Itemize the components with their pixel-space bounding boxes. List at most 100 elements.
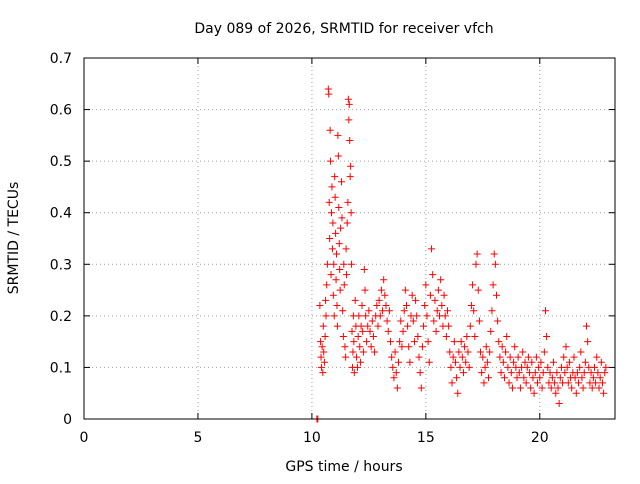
data-point <box>337 224 345 232</box>
data-point <box>342 245 350 253</box>
data-point <box>417 384 425 392</box>
data-point <box>412 296 420 304</box>
data-point <box>317 353 325 361</box>
data-point <box>487 327 495 335</box>
data-point <box>463 332 471 340</box>
data-point <box>365 307 373 315</box>
data-point <box>364 322 372 330</box>
data-point <box>457 338 465 346</box>
data-point <box>555 400 563 408</box>
data-point <box>600 389 608 397</box>
data-point <box>513 374 521 382</box>
data-point <box>508 384 516 392</box>
data-point <box>578 374 586 382</box>
data-point <box>341 343 349 351</box>
data-point <box>506 353 514 361</box>
data-point <box>573 369 581 377</box>
data-point <box>334 131 342 139</box>
x-tick-label: 5 <box>193 430 202 446</box>
data-point <box>430 317 438 325</box>
data-point <box>359 327 367 335</box>
data-point <box>401 286 409 294</box>
data-point <box>350 338 358 346</box>
data-point <box>589 374 597 382</box>
data-point <box>356 343 364 351</box>
x-tick-label: 0 <box>80 430 89 446</box>
data-point <box>331 193 339 201</box>
data-point <box>328 245 336 253</box>
data-point <box>345 100 353 108</box>
data-point <box>483 358 491 366</box>
chart-title: Day 089 of 2026, SRMTID for receiver vfc… <box>194 21 493 37</box>
data-point <box>327 209 335 217</box>
data-point <box>464 348 472 356</box>
data-point <box>344 95 352 103</box>
data-point <box>350 369 358 377</box>
data-point <box>532 353 540 361</box>
data-point <box>319 369 327 377</box>
data-point <box>404 322 412 330</box>
data-point <box>317 338 325 346</box>
data-point <box>335 204 343 212</box>
data-point <box>587 369 595 377</box>
data-point <box>442 332 450 340</box>
data-point <box>593 353 601 361</box>
data-point <box>394 358 402 366</box>
data-point <box>498 343 506 351</box>
data-point <box>496 353 504 361</box>
data-point <box>413 312 421 320</box>
data-point <box>504 363 512 371</box>
data-point <box>319 322 327 330</box>
data-point <box>356 358 364 366</box>
data-point <box>330 312 338 320</box>
data-point <box>561 369 569 377</box>
data-point <box>489 281 497 289</box>
data-point <box>323 260 331 268</box>
data-point <box>322 312 330 320</box>
data-point <box>596 374 604 382</box>
data-point <box>556 374 564 382</box>
data-point <box>329 219 337 227</box>
data-point <box>443 307 451 315</box>
data-point <box>338 178 346 186</box>
data-point <box>332 229 340 237</box>
data-point <box>516 384 524 392</box>
data-point <box>342 353 350 361</box>
data-point <box>329 291 337 299</box>
data-point <box>453 374 461 382</box>
y-tick-label: 0.5 <box>50 154 72 170</box>
data-point <box>469 281 477 289</box>
data-point <box>326 235 334 242</box>
data-point <box>445 322 453 330</box>
data-point <box>597 358 605 366</box>
data-point <box>387 338 395 346</box>
data-point <box>400 307 408 315</box>
data-point <box>316 302 324 310</box>
data-point <box>440 291 448 299</box>
x-tick-label: 10 <box>303 430 321 446</box>
data-point <box>402 302 410 310</box>
data-point <box>325 198 333 206</box>
data-point <box>535 363 543 371</box>
data-point <box>475 317 483 325</box>
data-point <box>449 353 457 361</box>
y-axis-label: SRMTID / TECUs <box>6 182 22 295</box>
data-point <box>388 353 396 361</box>
data-point <box>425 358 433 366</box>
data-point <box>482 343 490 351</box>
data-point <box>511 343 519 351</box>
data-point <box>544 363 552 371</box>
data-point <box>333 250 341 258</box>
data-point <box>522 379 530 387</box>
data-point <box>539 369 547 377</box>
data-point <box>334 152 342 160</box>
data-point <box>584 338 592 346</box>
data-point <box>490 250 498 258</box>
data-point <box>575 379 583 387</box>
data-point <box>570 353 578 361</box>
data-point <box>360 265 368 273</box>
data-point <box>471 332 479 340</box>
data-point <box>540 348 548 356</box>
data-point <box>338 214 346 222</box>
